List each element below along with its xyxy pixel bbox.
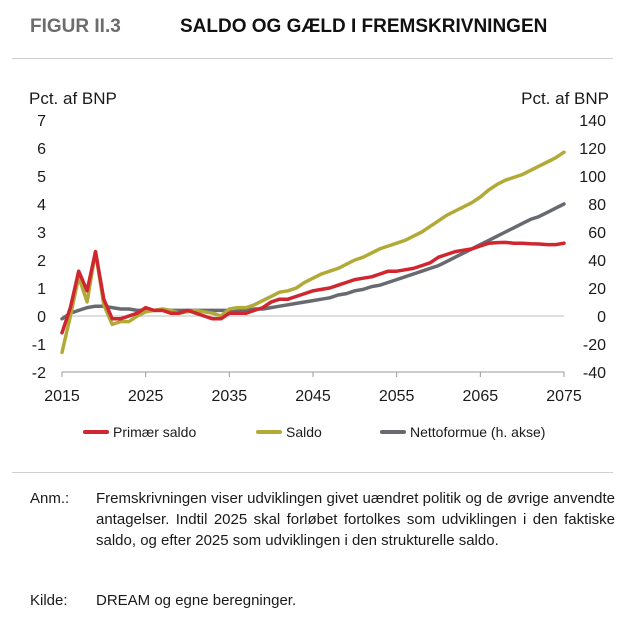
left-tick-label: 1 [37,281,46,298]
left-tick-label: 3 [37,225,46,242]
legend-label-0: Primær saldo [113,424,196,440]
x-tick-label: 2075 [546,388,582,405]
left-y-ticks: 7 6 5 4 3 2 1 0 -1 -2 [32,113,46,382]
source-text: DREAM og egne beregninger. [96,592,297,609]
left-tick-label: -2 [32,365,46,382]
right-axis-label: Pct. af BNP [521,89,609,108]
line-chart: Pct. af BNP Pct. af BNP 7 6 5 4 3 2 1 0 -1 -2 140… [29,89,609,440]
left-tick-label: 7 [37,113,46,130]
note-label: Anm.: [30,490,70,507]
figure-title: SALDO OG GÆLD I FREMSKRIVNINGEN [180,16,548,37]
x-tick-label: 2025 [128,388,164,405]
right-tick-label: 40 [588,253,606,270]
legend: Primær saldo Saldo Nettoformue (h. akse) [83,424,545,440]
right-tick-label: 20 [588,281,606,298]
figure-number: FIGUR II.3 [30,16,121,37]
right-tick-label: 120 [579,141,606,158]
series-line-0 [60,240,566,335]
left-tick-label: 4 [37,197,46,214]
source-label: Kilde: [30,592,68,609]
series-line-2 [60,202,566,321]
x-tick-label: 2015 [44,388,80,405]
source: Kilde: DREAM og egne beregninger. [30,592,296,609]
right-tick-label: -40 [583,365,606,382]
left-tick-label: 5 [37,169,46,186]
right-tick-label: 80 [588,197,606,214]
left-tick-label: 6 [37,141,46,158]
note: Anm.: Fremskrivningen viser udviklingen … [30,488,615,551]
x-ticks: 2015 2025 2035 2045 2055 2065 2075 [44,372,582,405]
legend-label-1: Saldo [286,424,322,440]
right-tick-label: -20 [583,337,606,354]
right-y-ticks: 140 120 100 80 60 40 20 0 -20 -40 [579,113,606,382]
header-divider [12,58,613,59]
left-tick-label: 0 [37,309,46,326]
left-axis-label: Pct. af BNP [29,89,117,108]
series-line-1 [60,150,566,355]
note-text: Fremskrivningen viser udviklingen givet … [96,490,615,549]
right-tick-label: 0 [597,309,606,326]
right-tick-label: 100 [579,169,606,186]
left-tick-label: -1 [32,337,46,354]
x-tick-label: 2055 [379,388,415,405]
footer-divider [12,472,613,473]
x-tick-label: 2045 [295,388,331,405]
series-group [60,150,566,355]
left-tick-label: 2 [37,253,46,270]
legend-label-2: Nettoformue (h. akse) [410,424,545,440]
x-tick-label: 2065 [463,388,499,405]
right-tick-label: 140 [579,113,606,130]
right-tick-label: 60 [588,225,606,242]
x-tick-label: 2035 [212,388,248,405]
